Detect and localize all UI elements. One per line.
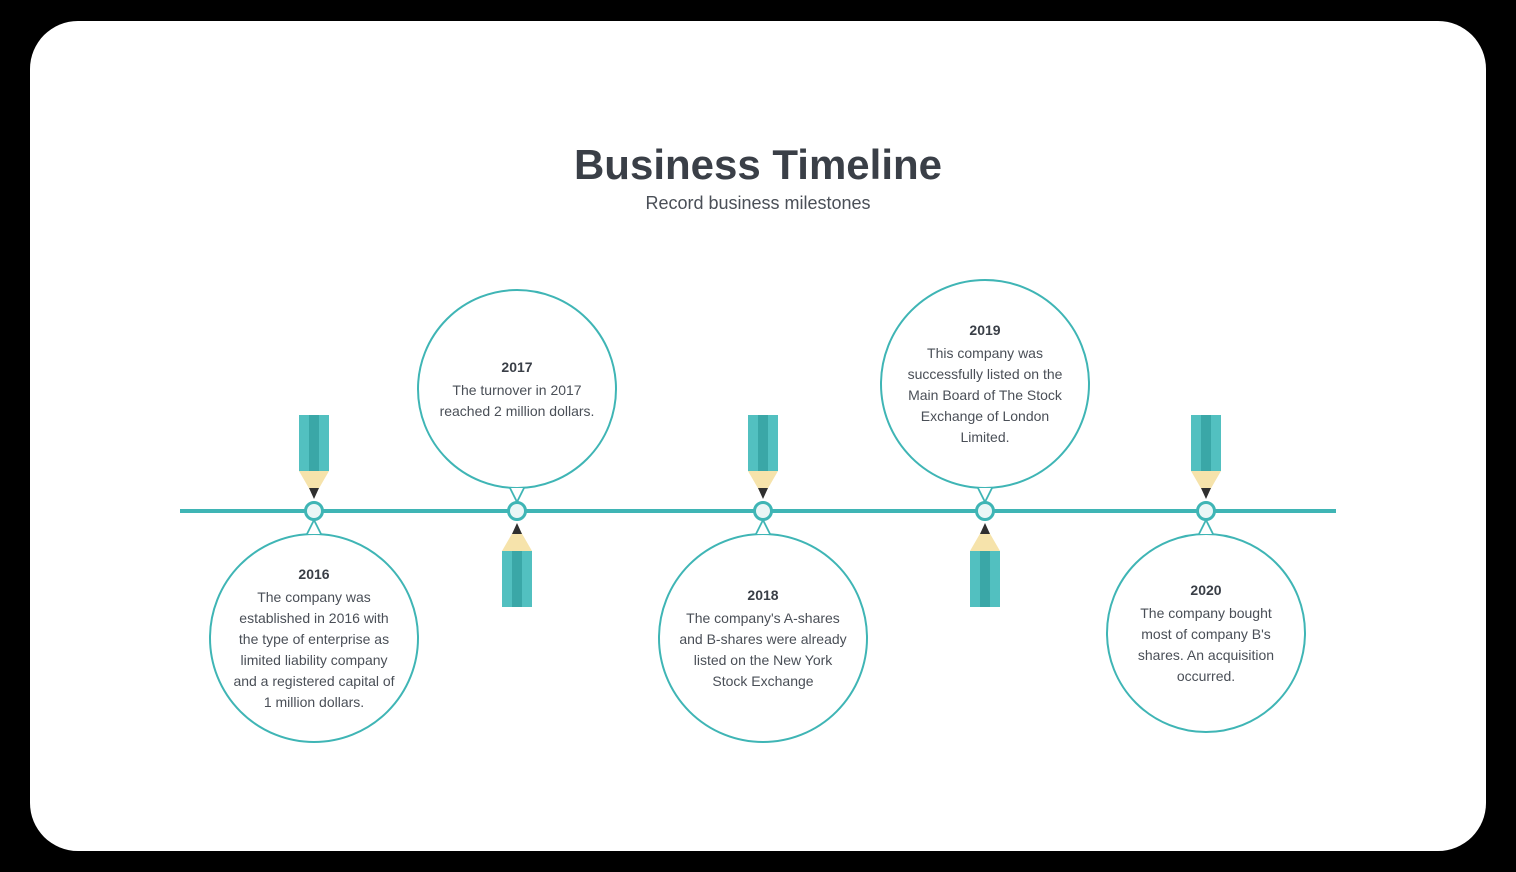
bubble-tail-inner [308,522,320,534]
bubble-tail-inner [757,522,769,534]
milestone-bubble: 2020The company bought most of company B… [1106,533,1306,733]
timeline-card: Business Timeline Record business milest… [30,21,1486,851]
milestone-year: 2020 [1190,580,1221,601]
pencil-icon [297,415,331,505]
page-subtitle: Record business milestones [574,193,942,214]
page-title: Business Timeline [574,141,942,189]
pencil-icon [1189,415,1223,505]
milestone-text: The company bought most of company B's s… [1126,603,1286,687]
milestone-bubble: 2018The company's A-shares and B-shares … [658,533,868,743]
milestone-year: 2016 [298,564,329,585]
milestone-bubble: 2019This company was successfully listed… [880,279,1090,489]
milestone-text: This company was successfully listed on … [900,343,1070,448]
milestone-year: 2019 [969,320,1000,341]
bubble-tail-inner [979,488,991,500]
pencil-icon [968,517,1002,607]
bubble-tail-inner [511,488,523,500]
bubble-tail-inner [1200,522,1212,534]
milestone-bubble: 2016The company was established in 2016 … [209,533,419,743]
milestone-text: The turnover in 2017 reached 2 million d… [437,380,597,422]
pencil-icon [500,517,534,607]
milestone-text: The company was established in 2016 with… [229,587,399,713]
milestone-year: 2018 [747,585,778,606]
pencil-icon [746,415,780,505]
milestone-year: 2017 [501,357,532,378]
milestone-text: The company's A-shares and B-shares were… [678,608,848,692]
heading-block: Business Timeline Record business milest… [574,141,942,214]
milestone-bubble: 2017The turnover in 2017 reached 2 milli… [417,289,617,489]
